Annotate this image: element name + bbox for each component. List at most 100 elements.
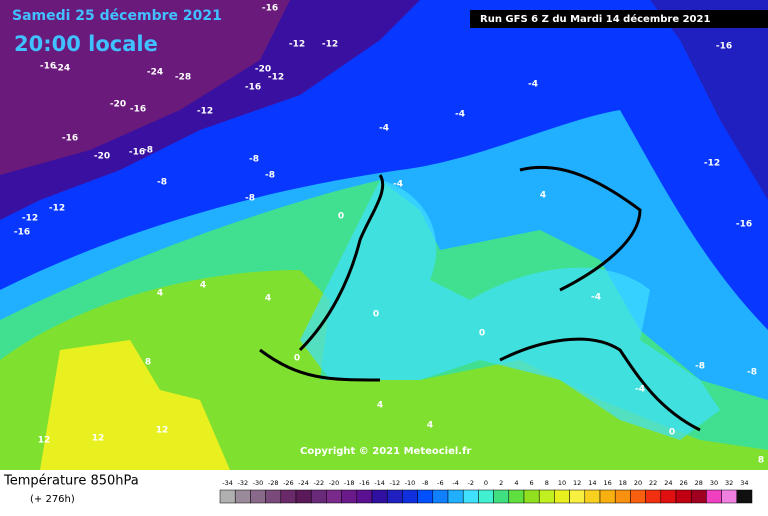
scale-label: 34 [740, 479, 748, 487]
contour-label: -20 [110, 100, 126, 110]
scale-label: 30 [710, 479, 718, 487]
contour-label: -12 [197, 107, 213, 117]
scale-swatch [614, 489, 631, 504]
scale-swatch [645, 489, 662, 504]
scale-label: -4 [452, 479, 458, 487]
contour-label: -12 [289, 40, 305, 50]
scale-swatch [706, 489, 722, 504]
scale-label: 4 [514, 479, 518, 487]
scale-swatch [356, 489, 373, 504]
contour-label: -8 [695, 362, 705, 372]
legend-title: Température 850hPa [3, 474, 139, 489]
scale-label: 0 [484, 479, 488, 487]
scale-label: 6 [530, 479, 534, 487]
scale-label: -24 [298, 479, 309, 487]
contour-label: -8 [265, 171, 275, 181]
scale-label: -28 [268, 479, 279, 487]
scale-swatch [493, 489, 510, 504]
contour-label: 4 [157, 289, 163, 299]
scale-swatch [538, 489, 555, 504]
contour-label: -20 [94, 152, 110, 162]
scale-label: -16 [359, 479, 370, 487]
scale-label: -32 [237, 479, 248, 487]
scale-swatch [523, 489, 540, 504]
scale-label: 16 [603, 479, 611, 487]
map-labels: -16-12-16-24 -24 -28-20-12-16-12-20 -16 -12-… [14, 4, 764, 466]
scale-swatch [630, 489, 646, 504]
scale-swatch [250, 489, 266, 504]
scale-label: 22 [649, 479, 657, 487]
contour-label: -4 [528, 80, 538, 90]
contour-label: 4 [200, 281, 206, 291]
scale-label: 32 [725, 479, 733, 487]
scale-swatch [280, 489, 297, 504]
contour-label: 4 [427, 421, 433, 431]
scale-swatch [402, 489, 418, 504]
contour-label: 12 [92, 434, 105, 444]
scale-label: 28 [695, 479, 703, 487]
scale-swatch [386, 489, 403, 504]
scale-label: 20 [634, 479, 642, 487]
scale-swatch [447, 489, 464, 504]
scale-swatch [584, 489, 601, 504]
scale-swatch [569, 489, 586, 504]
contour-label: -16 [716, 42, 732, 52]
cold-region-east [650, 0, 768, 200]
scale-swatch [599, 489, 616, 504]
contour-label: 12 [156, 426, 169, 436]
scale-label: -8 [422, 479, 428, 487]
contour-label: -16 [40, 62, 56, 72]
scale-label: -12 [389, 479, 400, 487]
scale-swatch [690, 489, 707, 504]
contour-label: 0 [479, 329, 485, 339]
very-cold-region [0, 0, 290, 175]
contour-label: -12 [268, 73, 284, 83]
scale-swatch [736, 489, 753, 504]
contour-label: 12 [38, 436, 51, 446]
scale-swatch [417, 489, 434, 504]
scale-label: 8 [545, 479, 549, 487]
scale-label: 18 [619, 479, 627, 487]
contour-label: -24 [54, 64, 70, 74]
contour-label: -16 [736, 220, 752, 230]
scale-label: 10 [558, 479, 566, 487]
contour-label: -4 [591, 293, 601, 303]
contour-label: -8 [157, 178, 167, 188]
contour-label: 4 [377, 401, 383, 411]
copyright: Copyright © 2021 Meteociel.fr [300, 446, 471, 457]
scale-label: -10 [405, 479, 416, 487]
contour-label: -4 [455, 110, 465, 120]
contour-label: -16 [129, 148, 145, 158]
scale-swatch [265, 489, 282, 504]
contour-label: -12 [49, 204, 65, 214]
contour-label: -16 [130, 105, 146, 115]
scale-swatch [675, 489, 692, 504]
contour-label: -16 [14, 228, 30, 238]
contour-label: -4 [635, 385, 645, 395]
scale-swatch [660, 489, 677, 504]
scale-swatch [234, 489, 251, 504]
scale-label: 12 [573, 479, 581, 487]
scale-label: 14 [588, 479, 596, 487]
scale-swatch [432, 489, 449, 504]
scale-swatch [326, 489, 342, 504]
warmer-region [40, 340, 230, 470]
run-banner [470, 10, 768, 28]
contour-label: 0 [294, 354, 300, 364]
scale-label: 26 [679, 479, 687, 487]
scale-label: 24 [664, 479, 672, 487]
legend-lead: (+ 276h) [30, 494, 75, 505]
scale-label: -22 [313, 479, 324, 487]
contour-label: 8 [145, 358, 151, 368]
contour-label: -8 [249, 155, 259, 165]
contour-label: -16 [62, 134, 78, 144]
scale-swatch [462, 489, 479, 504]
scale-label: -20 [329, 479, 340, 487]
contour-label: -16 [262, 4, 278, 14]
scale-label: -18 [344, 479, 355, 487]
scale-label: -34 [222, 479, 233, 487]
scale-swatch [721, 489, 738, 504]
contour-label: -12 [322, 40, 338, 50]
scale-swatch [219, 489, 236, 504]
